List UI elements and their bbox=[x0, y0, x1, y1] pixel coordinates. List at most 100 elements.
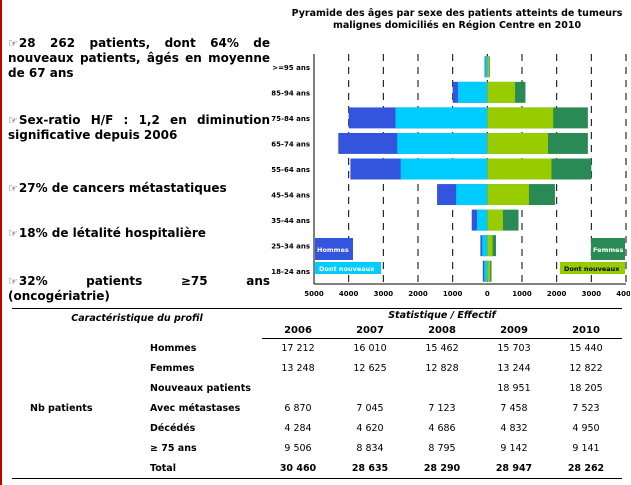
pointing-hand-icon: ☞ bbox=[8, 275, 18, 288]
table-row: Femmes 13 248 12 625 12 828 13 244 12 822 bbox=[12, 359, 622, 379]
table-cell: 12 828 bbox=[425, 363, 459, 374]
table-cell: 15 703 bbox=[497, 343, 531, 355]
table-cell: 7 123 bbox=[428, 403, 456, 414]
table-cell: 7 045 bbox=[356, 403, 384, 414]
bar-right-new bbox=[487, 158, 552, 180]
bar-right-new bbox=[487, 107, 554, 129]
x-tick-label: 5000 bbox=[304, 290, 324, 298]
pointing-hand-icon: ☞ bbox=[8, 182, 18, 195]
row-label: Avec métastases bbox=[150, 403, 241, 414]
y-tick-label: 55-64 ans bbox=[271, 166, 310, 174]
table-cell: 4 620 bbox=[356, 423, 384, 434]
bar-left-new bbox=[456, 184, 488, 206]
key-figure-text: 18% de létalité hospitalière bbox=[18, 226, 206, 240]
year-header: 2006 bbox=[262, 322, 334, 339]
key-figure-item: ☞28 262 patients, dont 64% de nouveaux p… bbox=[8, 36, 270, 81]
x-tick-label: 0 bbox=[485, 290, 490, 298]
profile-table: Caractéristique du profil Statistique / E… bbox=[12, 308, 622, 479]
bar-right-new bbox=[487, 56, 490, 78]
pointing-hand-icon: ☞ bbox=[8, 227, 18, 240]
key-figure-text: 32% patients ≥75 ans (oncogériatrie) bbox=[8, 274, 270, 303]
table-cell: 7 458 bbox=[500, 403, 528, 414]
table-cell: 13 248 bbox=[281, 363, 315, 374]
table-cell: 9 506 bbox=[284, 443, 312, 454]
table-row: Total 30 460 28 635 28 290 28 947 28 262 bbox=[12, 459, 622, 479]
legend-label: Dont nouveaux bbox=[564, 265, 620, 273]
table-cell: 28 635 bbox=[351, 462, 389, 474]
y-tick-label: >=95 ans bbox=[272, 64, 310, 72]
y-tick-label: 25-34 ans bbox=[271, 243, 310, 251]
table-header-row: Caractéristique du profil Statistique / E… bbox=[12, 308, 622, 339]
row-label: Décédés bbox=[150, 423, 196, 434]
key-figure-text: Sex-ratio H/F : 1,2 en diminution signif… bbox=[8, 113, 270, 142]
table-cell: 28 947 bbox=[495, 462, 533, 474]
bar-right-new bbox=[487, 184, 529, 206]
x-tick-label: 3000 bbox=[374, 290, 394, 298]
table-cell: 8 834 bbox=[356, 443, 384, 454]
key-figure-item: ☞Sex-ratio H/F : 1,2 en diminution signi… bbox=[8, 113, 270, 143]
bar-left-new bbox=[482, 235, 488, 257]
year-header: 2010 bbox=[550, 322, 622, 339]
legend-swatch bbox=[315, 238, 353, 260]
table-cell: 9 141 bbox=[572, 443, 600, 454]
pointing-hand-icon: ☞ bbox=[8, 114, 18, 127]
table-cell: 6 870 bbox=[284, 403, 312, 414]
bar-left-new bbox=[397, 132, 488, 154]
bar-left-new bbox=[400, 158, 488, 180]
row-label: Hommes bbox=[150, 343, 197, 354]
pointing-hand-icon: ☞ bbox=[8, 37, 18, 50]
legend-swatch bbox=[591, 238, 625, 260]
y-tick-label: 45-54 ans bbox=[271, 192, 310, 200]
age-pyramid-chart: 18-24 ans 25-34 ans 35-44 ans 45-54 ans 55-6… bbox=[271, 54, 630, 298]
y-tick-label: 85-94 ans bbox=[271, 89, 310, 97]
group-label: Nb patients bbox=[12, 338, 142, 479]
bar-left-new bbox=[484, 260, 488, 282]
table-cell bbox=[334, 379, 406, 399]
row-label: ≥ 75 ans bbox=[150, 443, 197, 454]
table-row: Décédés 4 284 4 620 4 686 4 832 4 950 bbox=[12, 419, 622, 439]
key-figure-text: 28 262 patients, dont 64% de nouveaux pa… bbox=[8, 36, 270, 80]
y-tick-label: 65-74 ans bbox=[271, 140, 310, 148]
table-cell: 4 950 bbox=[572, 423, 600, 434]
bar-left-new bbox=[395, 107, 488, 129]
legend-swatch bbox=[560, 262, 625, 274]
legend-label: Hommes bbox=[317, 246, 349, 254]
table-cell: 12 625 bbox=[353, 363, 387, 374]
key-figure-item: ☞32% patients ≥75 ans (oncogériatrie) bbox=[8, 274, 270, 304]
year-header: 2009 bbox=[478, 322, 550, 339]
table-year-row: 2006 2007 2008 2009 2010 bbox=[12, 322, 622, 339]
chart-title: Pyramide des âges par sexe des patients … bbox=[291, 8, 623, 31]
table-cell: 15 440 bbox=[569, 343, 603, 355]
bar-right-new bbox=[487, 132, 548, 154]
bar-right-new bbox=[487, 260, 491, 282]
table-row: Nb patients Hommes 17 212 16 010 15 462 15 70… bbox=[12, 338, 622, 479]
table-cell: 30 460 bbox=[279, 462, 317, 474]
x-tick-label: 2000 bbox=[408, 290, 428, 298]
table-cell: 9 142 bbox=[500, 443, 528, 454]
table-cell: 12 822 bbox=[569, 363, 603, 374]
table-cell: 8 795 bbox=[428, 443, 456, 454]
table-row: Avec métastases 6 870 7 045 7 123 7 458 7 523 bbox=[12, 399, 622, 419]
legend-label: Femmes bbox=[593, 246, 624, 254]
table-row: ≥ 75 ans 9 506 8 834 8 795 9 142 9 141 bbox=[12, 439, 622, 459]
row-label: Nouveaux patients bbox=[150, 383, 251, 394]
table-cell: 4 284 bbox=[284, 423, 312, 434]
year-header: 2007 bbox=[334, 322, 406, 339]
bar-left-new bbox=[476, 209, 488, 231]
x-tick-label: 4000 bbox=[616, 290, 630, 298]
table-cell: 4 832 bbox=[500, 423, 528, 434]
bar-right-new bbox=[487, 81, 516, 103]
table-cell: 28 262 bbox=[567, 462, 605, 474]
header-profile: Caractéristique du profil bbox=[12, 308, 262, 339]
table-cell: 13 244 bbox=[497, 363, 531, 374]
bar-right-new bbox=[487, 209, 503, 231]
row-label: Femmes bbox=[150, 363, 195, 374]
key-figure-item: ☞18% de létalité hospitalière bbox=[8, 226, 270, 241]
header-statistic: Statistique / Effectif bbox=[262, 308, 622, 323]
y-tick-label: 18-24 ans bbox=[271, 268, 310, 276]
table-cell: 16 010 bbox=[353, 343, 387, 355]
table-cell: 7 523 bbox=[572, 403, 600, 414]
bar-right-new bbox=[487, 235, 493, 257]
profile-table-container: Caractéristique du profil Statistique / E… bbox=[12, 308, 622, 479]
